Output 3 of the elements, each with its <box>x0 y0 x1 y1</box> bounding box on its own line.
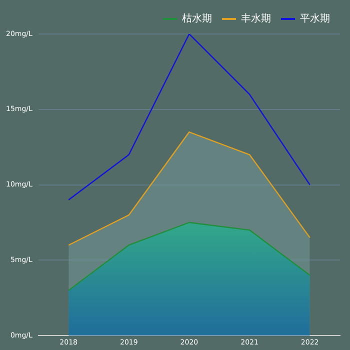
legend-label: 平水期 <box>300 12 330 25</box>
legend-label: 丰水期 <box>241 12 271 25</box>
legend-label: 枯水期 <box>182 12 212 25</box>
